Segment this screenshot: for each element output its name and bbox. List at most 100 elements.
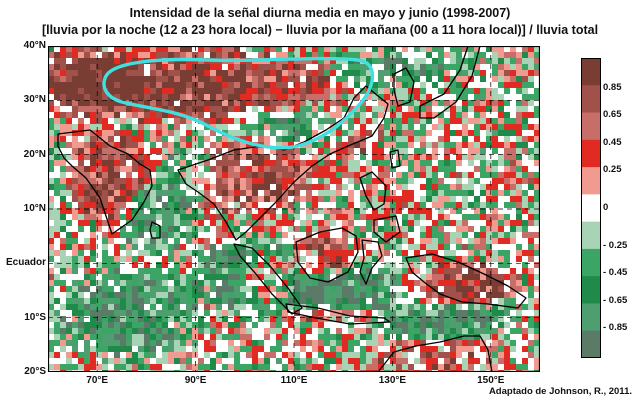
signal-cell	[48, 214, 54, 220]
signal-cell	[174, 286, 180, 292]
signal-cell	[102, 106, 108, 112]
signal-cell	[156, 190, 162, 196]
signal-cell	[294, 352, 300, 358]
signal-cell	[114, 220, 120, 226]
signal-cell	[342, 316, 348, 322]
signal-cell	[156, 334, 162, 340]
signal-cell	[408, 82, 414, 88]
signal-cell	[372, 148, 378, 154]
signal-cell	[180, 196, 186, 202]
signal-cell	[168, 82, 174, 88]
colorbar-swatch	[581, 194, 601, 223]
signal-cell	[156, 274, 162, 280]
signal-cell	[174, 268, 180, 274]
signal-cell	[360, 178, 366, 184]
signal-cell	[528, 340, 534, 346]
signal-cell	[78, 178, 84, 184]
signal-cell	[414, 154, 420, 160]
signal-cell	[504, 154, 510, 160]
signal-cell	[312, 364, 318, 370]
signal-cell	[48, 46, 54, 52]
signal-cell	[432, 322, 438, 328]
signal-cell	[534, 346, 540, 352]
signal-cell	[504, 184, 510, 190]
signal-cell	[168, 250, 174, 256]
signal-cell	[462, 154, 468, 160]
signal-cell	[390, 64, 396, 70]
signal-cell	[528, 322, 534, 328]
signal-cell	[90, 316, 96, 322]
signal-cell	[504, 88, 510, 94]
signal-cell	[234, 274, 240, 280]
signal-cell	[138, 124, 144, 130]
signal-cell	[480, 364, 486, 370]
signal-cell	[312, 166, 318, 172]
signal-cell	[72, 298, 78, 304]
signal-cell	[324, 268, 330, 274]
signal-cell	[84, 178, 90, 184]
signal-cell	[426, 190, 432, 196]
signal-cell	[240, 364, 246, 370]
signal-cell	[198, 292, 204, 298]
signal-cell	[270, 190, 276, 196]
signal-cell	[408, 118, 414, 124]
signal-cell	[312, 346, 318, 352]
signal-cell	[186, 148, 192, 154]
signal-cell	[474, 334, 480, 340]
signal-cell	[390, 220, 396, 226]
signal-cell	[222, 118, 228, 124]
signal-cell	[222, 298, 228, 304]
signal-cell	[342, 334, 348, 340]
signal-cell	[204, 190, 210, 196]
signal-cell	[486, 316, 492, 322]
signal-cell	[186, 88, 192, 94]
signal-cell	[132, 280, 138, 286]
signal-cell	[318, 226, 324, 232]
signal-cell	[222, 88, 228, 94]
signal-cell	[288, 298, 294, 304]
signal-cell	[270, 310, 276, 316]
signal-cell	[180, 106, 186, 112]
signal-cell	[504, 178, 510, 184]
signal-cell	[90, 106, 96, 112]
signal-cell	[480, 172, 486, 178]
signal-cell	[54, 130, 60, 136]
signal-cell	[96, 298, 102, 304]
signal-cell	[354, 64, 360, 70]
signal-cell	[426, 274, 432, 280]
signal-cell	[504, 214, 510, 220]
signal-cell	[282, 124, 288, 130]
signal-cell	[288, 250, 294, 256]
signal-cell	[144, 340, 150, 346]
signal-cell	[204, 328, 210, 334]
signal-cell	[90, 232, 96, 238]
signal-cell	[168, 184, 174, 190]
signal-cell	[420, 58, 426, 64]
signal-cell	[210, 358, 216, 364]
signal-cell	[522, 196, 528, 202]
signal-cell	[210, 334, 216, 340]
signal-cell	[534, 328, 540, 334]
signal-cell	[396, 358, 402, 364]
signal-cell	[372, 52, 378, 58]
signal-cell	[276, 202, 282, 208]
signal-cell	[156, 52, 162, 58]
signal-cell	[348, 304, 354, 310]
signal-cell	[204, 64, 210, 70]
signal-cell	[54, 178, 60, 184]
signal-cell	[48, 70, 54, 76]
signal-cell	[108, 112, 114, 118]
signal-cell	[402, 160, 408, 166]
signal-cell	[378, 208, 384, 214]
signal-cell	[192, 340, 198, 346]
signal-cell	[138, 64, 144, 70]
signal-cell	[420, 280, 426, 286]
signal-cell	[162, 76, 168, 82]
signal-cell	[168, 196, 174, 202]
signal-cell	[312, 142, 318, 148]
signal-cell	[534, 46, 540, 52]
signal-cell	[402, 226, 408, 232]
signal-cell	[144, 268, 150, 274]
signal-cell	[84, 340, 90, 346]
signal-cell	[84, 100, 90, 106]
